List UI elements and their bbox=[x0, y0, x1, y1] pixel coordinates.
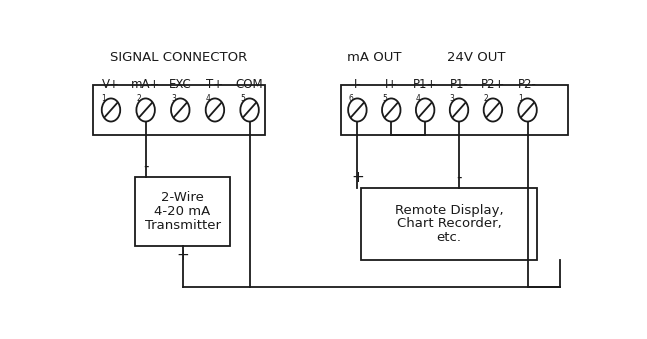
Text: P1-: P1- bbox=[450, 78, 468, 91]
Text: -: - bbox=[456, 170, 462, 185]
Text: 4-20 mA: 4-20 mA bbox=[155, 205, 211, 218]
Text: 4: 4 bbox=[206, 94, 210, 103]
Text: 1: 1 bbox=[518, 94, 523, 103]
Text: I-: I- bbox=[353, 78, 361, 91]
Text: V+: V+ bbox=[102, 78, 120, 91]
Bar bbox=[93, 84, 265, 135]
Text: -: - bbox=[143, 159, 148, 174]
Text: 6: 6 bbox=[348, 94, 353, 103]
Text: Remote Display,: Remote Display, bbox=[395, 204, 503, 217]
Text: 5: 5 bbox=[240, 94, 245, 103]
Text: 24V OUT: 24V OUT bbox=[446, 51, 505, 64]
Text: T+: T+ bbox=[206, 78, 223, 91]
Text: +: + bbox=[176, 248, 189, 263]
Text: Transmitter: Transmitter bbox=[144, 219, 221, 232]
Text: 4: 4 bbox=[416, 94, 421, 103]
Text: COM: COM bbox=[236, 78, 263, 91]
Text: Chart Recorder,: Chart Recorder, bbox=[397, 217, 501, 231]
Text: 3: 3 bbox=[171, 94, 176, 103]
Text: 5: 5 bbox=[382, 94, 387, 103]
Text: P2-: P2- bbox=[518, 78, 537, 91]
Text: +: + bbox=[351, 170, 364, 185]
Text: 2: 2 bbox=[137, 94, 141, 103]
Text: 2-Wire: 2-Wire bbox=[161, 191, 204, 204]
Text: I+: I+ bbox=[384, 78, 398, 91]
Text: P2+: P2+ bbox=[481, 78, 505, 91]
Text: mA+: mA+ bbox=[131, 78, 160, 91]
Bar bbox=[135, 177, 230, 246]
Text: 2: 2 bbox=[483, 94, 488, 103]
Bar bbox=[361, 188, 537, 260]
Bar bbox=[341, 84, 567, 135]
Text: mA OUT: mA OUT bbox=[347, 51, 402, 64]
Text: 1: 1 bbox=[102, 94, 106, 103]
Text: 3: 3 bbox=[450, 94, 455, 103]
Text: etc.: etc. bbox=[437, 231, 461, 244]
Text: SIGNAL CONNECTOR: SIGNAL CONNECTOR bbox=[110, 51, 247, 64]
Text: EXC: EXC bbox=[169, 78, 192, 91]
Text: P1+: P1+ bbox=[413, 78, 437, 91]
